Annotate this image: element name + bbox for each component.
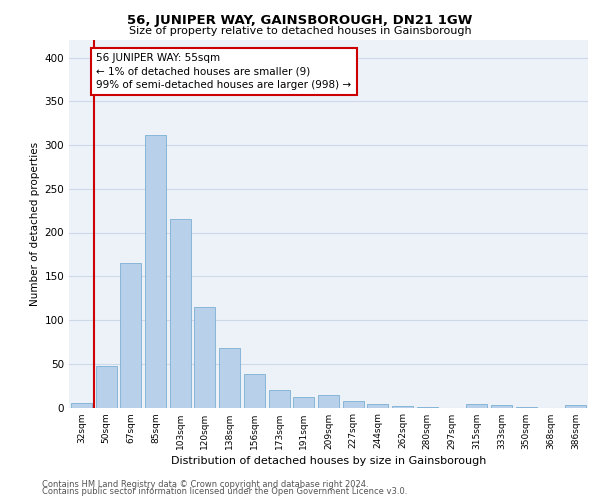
Bar — [120, 263, 141, 408]
Bar — [565, 405, 586, 407]
Text: Size of property relative to detached houses in Gainsborough: Size of property relative to detached ho… — [128, 26, 472, 36]
Bar — [244, 374, 265, 408]
Bar — [491, 405, 512, 407]
Bar — [466, 404, 487, 407]
Y-axis label: Number of detached properties: Number of detached properties — [30, 142, 40, 306]
Bar — [417, 406, 438, 408]
Bar — [219, 348, 240, 408]
Bar — [95, 366, 116, 408]
Bar — [516, 406, 537, 408]
Text: 56 JUNIPER WAY: 55sqm
← 1% of detached houses are smaller (9)
99% of semi-detach: 56 JUNIPER WAY: 55sqm ← 1% of detached h… — [96, 53, 352, 90]
Text: 56, JUNIPER WAY, GAINSBOROUGH, DN21 1GW: 56, JUNIPER WAY, GAINSBOROUGH, DN21 1GW — [127, 14, 473, 27]
Bar — [367, 404, 388, 407]
Text: Contains HM Land Registry data © Crown copyright and database right 2024.: Contains HM Land Registry data © Crown c… — [42, 480, 368, 489]
Bar — [269, 390, 290, 407]
Bar — [392, 406, 413, 407]
Bar — [343, 400, 364, 407]
Bar — [293, 397, 314, 407]
Bar — [145, 134, 166, 407]
Bar — [170, 220, 191, 408]
Bar — [71, 403, 92, 407]
Bar — [318, 395, 339, 407]
Text: Contains public sector information licensed under the Open Government Licence v3: Contains public sector information licen… — [42, 487, 407, 496]
X-axis label: Distribution of detached houses by size in Gainsborough: Distribution of detached houses by size … — [171, 456, 486, 466]
Bar — [194, 307, 215, 408]
